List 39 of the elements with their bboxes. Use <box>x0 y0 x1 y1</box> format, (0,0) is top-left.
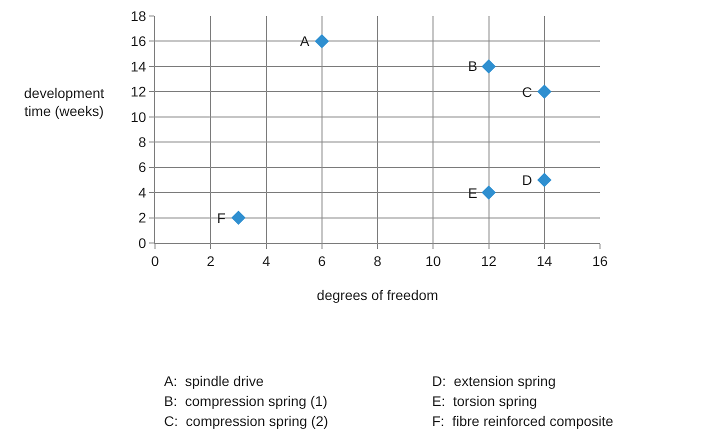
text: F: fibre reinforced composite <box>432 413 614 429</box>
text: E: torsion spring <box>432 393 538 409</box>
x-tick-label: 10 <box>425 252 442 269</box>
x-tick-label: 4 <box>262 252 270 269</box>
x-tick-label: 2 <box>206 252 215 269</box>
x-tick-label: 6 <box>318 252 326 269</box>
x-tick-label: 16 <box>592 252 608 269</box>
y-tick-label: 18 <box>130 8 146 24</box>
annotation: A <box>300 33 310 49</box>
y-tick-label: 10 <box>130 108 146 125</box>
text: C: compression spring (2) <box>164 413 328 429</box>
point <box>314 34 330 48</box>
y-tick-label: 6 <box>138 159 146 176</box>
x-tick-label: 0 <box>151 252 160 269</box>
annotation: C <box>522 84 532 100</box>
point <box>537 84 552 99</box>
y-axis-title: development time (weeks) <box>24 85 104 120</box>
y-tick-label: 4 <box>138 184 146 200</box>
y-tick-label: 2 <box>138 210 146 226</box>
text: D: extension spring <box>432 373 556 389</box>
text: B: compression spring (1) <box>164 393 328 409</box>
y-tick-label: 8 <box>138 134 146 150</box>
point <box>482 59 496 74</box>
annotation: E <box>468 185 478 201</box>
point <box>482 185 496 200</box>
y-tick-label: 12 <box>130 84 146 100</box>
y-tick-label: 14 <box>130 58 146 74</box>
x-tick-label: 14 <box>536 252 552 269</box>
annotation: B <box>468 58 478 74</box>
annotation: F <box>217 210 226 226</box>
point <box>231 210 246 225</box>
y-tick-label: 16 <box>130 33 146 50</box>
point <box>537 172 552 188</box>
x-axis-title: degrees of freedom <box>316 287 438 304</box>
text: A: spindle drive <box>164 373 264 389</box>
y-tick-label: 0 <box>138 234 146 251</box>
annotation: D <box>522 172 532 188</box>
x-tick-label: 12 <box>480 252 497 269</box>
x-tick-label: 8 <box>374 252 382 269</box>
